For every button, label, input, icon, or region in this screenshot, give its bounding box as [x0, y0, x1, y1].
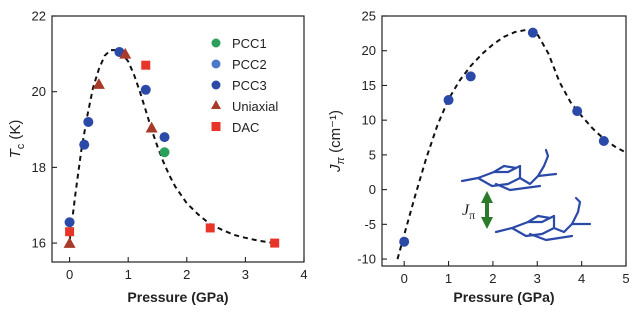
- right-y-tick-label: -10: [357, 252, 376, 267]
- right-y-tick-label: 20: [362, 43, 376, 58]
- legend-marker-dac: [211, 122, 221, 131]
- left-chart: 0 1 2 3 4 16 18 20 22 PCC1 PCC2 PCC3 Uniaxial DA…: [7, 9, 308, 306]
- left-x-tick-label: 2: [183, 267, 190, 282]
- right-chart: 0 1 2 3 4 5 -10 -5 0 5 10 15 20 25: [327, 9, 630, 306]
- left-point-uniaxial: [63, 237, 76, 248]
- molecule-upper-stroke-3: [492, 164, 518, 174]
- molecule-lower-stroke-7: [528, 232, 574, 242]
- molecule-dimer-illustration: [460, 148, 592, 242]
- right-fit-curve: [396, 28, 625, 260]
- right-y-tick-label: 25: [362, 9, 376, 24]
- j-pi-arrow-head-up: [481, 191, 493, 203]
- right-y-tick-label: 15: [362, 78, 376, 93]
- right-plot-frame: [381, 15, 627, 267]
- legend-marker-uniaxial: [211, 100, 221, 109]
- molecule-lower: [494, 196, 592, 242]
- left-x-tick-label: 4: [300, 267, 307, 282]
- legend-label-pcc3: PCC3: [232, 78, 267, 93]
- left-point-dac: [205, 223, 215, 233]
- right-y-axis-unit: (cm⁻¹): [327, 110, 344, 157]
- legend-marker-pcc1: [211, 38, 221, 48]
- j-pi-arrow: [481, 191, 493, 229]
- right-x-tick-label: 5: [622, 271, 629, 286]
- legend-label-pcc2: PCC2: [232, 57, 267, 72]
- molecule-lower-stroke-2: [510, 214, 556, 238]
- right-y-tick-label: 10: [362, 113, 376, 128]
- left-x-tick-label: 0: [66, 267, 73, 282]
- left-point-pcc1: [159, 147, 170, 158]
- left-x-tick-label: 1: [125, 267, 132, 282]
- left-plot-frame: [51, 15, 305, 263]
- molecule-upper-stroke-2: [476, 164, 522, 188]
- molecule-lower-stroke-4: [552, 210, 580, 234]
- left-x-axis-title: Pressure (GPa): [127, 289, 228, 305]
- right-point-series: [399, 236, 410, 247]
- left-point-pcc3: [79, 139, 90, 150]
- left-fit-curve: [68, 49, 275, 245]
- right-y-axis-subscript: π: [335, 156, 347, 164]
- left-point-pcc3: [159, 132, 170, 143]
- right-point-series: [527, 27, 538, 38]
- molecule-upper-stroke-4: [518, 164, 546, 186]
- left-data-points: [63, 46, 280, 248]
- j-pi-annotation-symbol: J: [462, 202, 470, 219]
- legend-label-pcc1: PCC1: [232, 36, 267, 51]
- right-x-tick-label: 1: [445, 271, 452, 286]
- left-y-axis-subscript: c: [15, 143, 27, 149]
- right-y-axis-symbol: J: [327, 164, 344, 173]
- j-pi-annotation: Jπ: [462, 202, 475, 222]
- right-x-axis-title: Pressure (GPa): [453, 289, 554, 305]
- legend-marker-pcc3: [211, 80, 221, 90]
- right-y-tick-label: 5: [369, 147, 376, 162]
- right-y-tick-label: -5: [364, 217, 376, 232]
- right-fit-curve-line: [396, 28, 625, 260]
- left-point-pcc3: [83, 116, 94, 127]
- molecule-lower-stroke-1: [494, 214, 556, 234]
- molecule-upper-stroke-6: [536, 172, 558, 178]
- right-y-axis-title: Jπ (cm⁻¹): [327, 110, 347, 173]
- j-pi-annotation-subscript: π: [469, 208, 475, 222]
- molecule-upper-stroke-5: [542, 148, 550, 168]
- right-point-series: [598, 136, 609, 146]
- molecule-lower-stroke-3: [526, 214, 552, 224]
- left-x-tick-label: 3: [242, 267, 249, 282]
- left-axis-ticks: 0 1 2 3 4 16 18 20 22: [32, 9, 308, 283]
- right-point-series: [443, 95, 454, 106]
- legend-label-uniaxial: Uniaxial: [232, 99, 278, 114]
- molecule-lower-stroke-5: [574, 196, 582, 214]
- right-x-tick-label: 2: [489, 271, 496, 286]
- left-point-dac: [141, 60, 151, 70]
- j-pi-arrow-head-down: [481, 217, 493, 229]
- left-point-uniaxial: [119, 47, 132, 59]
- left-y-tick-label: 16: [32, 236, 46, 251]
- molecule-upper-stroke-7: [494, 182, 542, 192]
- left-point-uniaxial: [145, 121, 158, 133]
- left-y-axis-unit: (K): [7, 120, 24, 144]
- left-y-tick-label: 20: [32, 84, 46, 99]
- left-point-dac: [65, 227, 75, 237]
- right-x-tick-label: 3: [534, 271, 541, 286]
- left-point-pcc3: [140, 84, 151, 95]
- right-data-points: [399, 27, 609, 247]
- left-fit-curve-line: [68, 49, 275, 245]
- left-point-dac: [270, 238, 280, 248]
- right-x-tick-label: 0: [401, 271, 408, 286]
- right-y-tick-label: 0: [369, 182, 376, 197]
- legend-marker-pcc2: [211, 59, 221, 69]
- legend-label-dac: DAC: [232, 120, 259, 135]
- left-y-tick-label: 18: [32, 160, 46, 175]
- left-y-axis-title: Tc (K): [7, 120, 27, 159]
- left-point-uniaxial: [92, 78, 105, 89]
- right-axis-ticks: 0 1 2 3 4 5 -10 -5 0 5 10 15 20 25: [357, 9, 629, 287]
- right-point-series: [465, 71, 476, 82]
- left-y-tick-label: 22: [32, 9, 46, 24]
- right-x-tick-label: 4: [578, 271, 585, 286]
- left-legend: PCC1 PCC2 PCC3 Uniaxial DAC: [211, 36, 278, 135]
- left-y-axis-symbol: T: [7, 147, 24, 158]
- right-point-series: [572, 106, 583, 117]
- left-point-pcc3: [64, 217, 75, 228]
- molecule-upper: [460, 148, 558, 192]
